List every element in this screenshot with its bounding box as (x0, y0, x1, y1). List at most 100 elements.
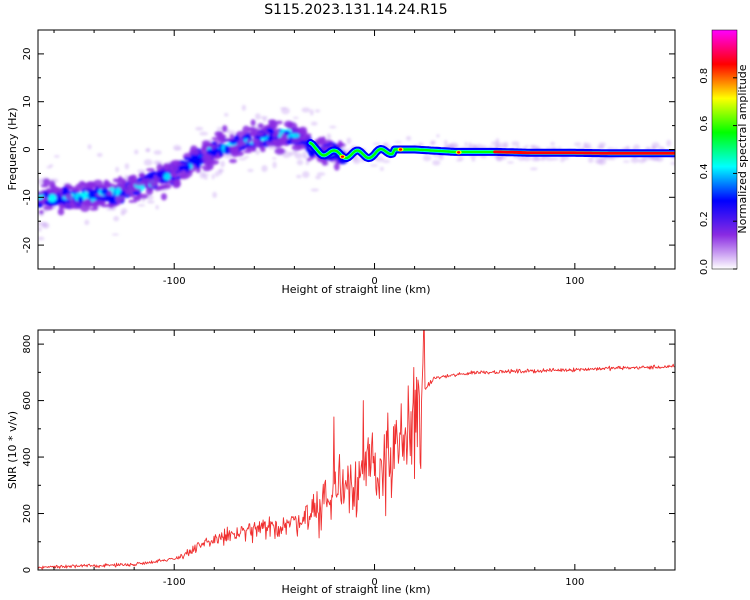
spectrogram-cell (62, 186, 69, 194)
spectrogram-speckle (598, 142, 606, 147)
colorbar-tick-label: 0.0 (699, 259, 710, 275)
spectrogram-cell (38, 199, 46, 203)
spectrogram-cell (139, 172, 145, 179)
spectrogram-speckle (346, 137, 352, 145)
spectrogram-speckle (155, 205, 159, 210)
spectrogram-density (38, 104, 675, 241)
spectrogram-speckle (212, 191, 217, 199)
spectrogram-cell (53, 186, 59, 195)
spectrogram-cell (79, 203, 90, 212)
spectrogram-speckle (216, 126, 224, 131)
snr-x-axis-label: Height of straight line (km) (281, 583, 430, 596)
spectrogram-speckle (267, 145, 277, 150)
spectrogram-cell (233, 144, 239, 154)
spectrogram-speckle (255, 149, 260, 155)
spectrogram-cell (259, 146, 266, 153)
spectrogram-speckle (310, 188, 319, 192)
spectrogram-cell (275, 120, 283, 125)
spectrogram-speckle (341, 145, 346, 152)
spectrogram-speckle (529, 167, 538, 171)
spectrogram-speckle (153, 160, 160, 165)
spectrogram-speckle (573, 142, 582, 146)
spectrogram-cell (266, 140, 276, 147)
spectrogram-cell (291, 144, 302, 151)
colorbar-tick-label: 0.8 (699, 68, 710, 84)
spectrogram-speckle (375, 156, 385, 163)
spectrogram-cell (284, 120, 294, 128)
spectrogram-x-tick-label: -100 (163, 276, 186, 287)
spectrogram-cell (147, 172, 154, 180)
spectrogram-cell (212, 155, 221, 160)
spectrogram-speckle (153, 150, 162, 155)
spectrogram-cell (228, 158, 238, 164)
spectrogram-speckle (84, 219, 90, 226)
spectrogram-cell (132, 195, 138, 200)
spectrogram-speckle (244, 155, 250, 159)
spectrogram-speckle (195, 126, 204, 131)
spectrogram-speckle (238, 157, 247, 161)
spectrogram-cell (48, 195, 56, 203)
spectrogram-ridge (306, 139, 675, 163)
spectrogram-speckle (326, 133, 332, 140)
spectrogram-speckle (495, 138, 500, 145)
spectrogram-cell (280, 133, 287, 142)
spectrogram-speckle (301, 107, 311, 113)
spectrogram-cell (290, 133, 301, 138)
spectrogram-cell (254, 131, 265, 136)
spectrogram-peak (457, 151, 461, 154)
spectrogram-speckle (633, 144, 640, 151)
spectrogram-speckle (583, 146, 593, 149)
spectrogram-cell (65, 193, 73, 201)
spectrogram-cell (150, 183, 156, 188)
spectrogram-cell (189, 148, 200, 156)
colorbar-tick-label: 0.4 (699, 163, 710, 179)
spectrogram-cell (58, 203, 65, 210)
spectrogram-speckle (272, 157, 277, 160)
spectrogram-cell (290, 138, 302, 143)
spectrogram-cell (180, 164, 188, 171)
spectrogram-y-tick-label: 10 (22, 95, 33, 108)
spectrogram-speckle (422, 155, 432, 162)
spectrogram-cell (169, 161, 179, 165)
spectrogram-speckle (309, 109, 314, 116)
spectrogram-cell (115, 195, 121, 201)
spectrogram-speckle (261, 165, 268, 172)
spectrogram-cell (274, 147, 286, 155)
spectrogram-y-tick-label: -10 (22, 189, 33, 205)
spectrogram-speckle (204, 176, 208, 180)
spectrogram-speckle (506, 161, 515, 164)
spectrogram-cell (195, 162, 201, 169)
spectrogram-speckle (430, 141, 435, 146)
spectrogram-speckle (372, 142, 382, 146)
spectrogram-speckle (550, 141, 556, 146)
spectrogram-speckle (316, 172, 326, 176)
spectrogram-speckle (255, 113, 261, 120)
spectrogram-cell (38, 210, 44, 215)
snr-y-ticks: 0 200 400 600 800 (22, 335, 675, 573)
spectrogram-cell (267, 134, 274, 143)
spectrogram-cell (77, 196, 84, 204)
spectrogram-speckle (137, 169, 146, 174)
spectrogram-speckle (296, 174, 302, 179)
spectrogram-cell (70, 186, 79, 191)
spectrogram-cell (101, 187, 109, 195)
spectrogram-cell (246, 139, 252, 143)
spectrogram-speckle (296, 159, 304, 166)
spectrogram-speckle (279, 107, 287, 110)
spectrogram-speckle (120, 211, 125, 216)
spectrogram-cell (120, 180, 127, 184)
spectrogram-speckle (96, 152, 103, 157)
spectrogram-speckle (241, 104, 246, 111)
spectrogram-speckle (302, 171, 310, 178)
spectrogram-cell (202, 154, 212, 163)
colorbar-label: Normalized spectral amplitude (736, 64, 749, 233)
spectrogram-speckle (314, 109, 321, 113)
spectrogram-peak (398, 148, 403, 151)
spectrogram-speckle (432, 159, 441, 166)
spectrogram-cell (148, 178, 158, 186)
spectrogram-speckle (260, 116, 268, 120)
spectrogram-cell (98, 185, 106, 189)
spectrogram-y-tick-label: -20 (22, 237, 33, 253)
spectrogram-speckle (622, 160, 630, 163)
spectrogram-speckle (174, 147, 182, 151)
